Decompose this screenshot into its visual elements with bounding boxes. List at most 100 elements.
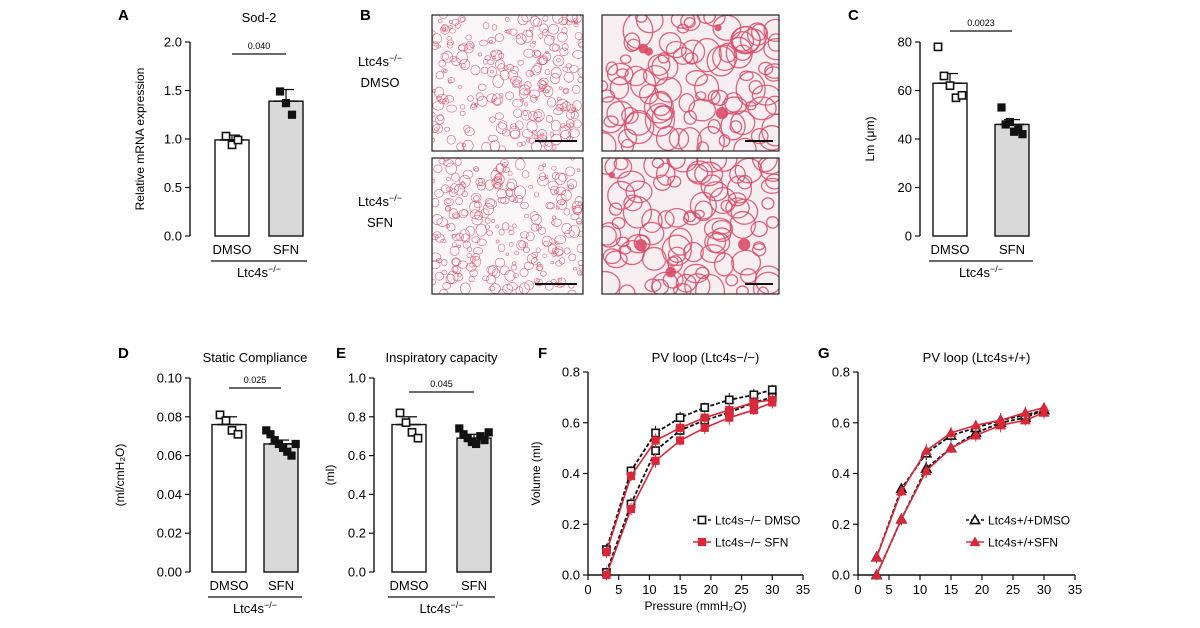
alveolus-outline (536, 263, 544, 272)
alveolus-outline (515, 33, 527, 45)
data-point (281, 99, 291, 108)
alveolus-outline (703, 15, 726, 27)
alveolus-outline (451, 265, 459, 274)
alveolus-outline (459, 182, 467, 190)
alveolus-outline (567, 185, 573, 191)
alveolus-outline (463, 124, 471, 133)
data-point (651, 456, 660, 465)
alveolus-outline (491, 93, 503, 106)
data-point (700, 423, 709, 432)
data-point (233, 135, 243, 145)
alveolus-outline (657, 210, 675, 229)
alveolus-outline (532, 18, 542, 27)
alveolus-outline (538, 80, 548, 90)
alveolus-outline (494, 175, 502, 183)
alveolus-outline (696, 141, 710, 151)
x-tick-label: 5 (885, 582, 892, 597)
alveolus-outline (520, 201, 529, 210)
alveolus-outline (457, 244, 461, 248)
alveolus-outline (723, 92, 743, 113)
alveolus-outline (550, 261, 555, 265)
alveolus-outline (566, 15, 578, 23)
alveolus-outline (620, 138, 635, 151)
data-point (957, 90, 967, 100)
alveolus-outline (689, 191, 717, 220)
alveolus-outline (649, 90, 673, 117)
alveolus-outline (566, 109, 575, 120)
alveolus-outline (452, 242, 457, 248)
alveolus-outline (512, 98, 524, 108)
alveolus-outline (486, 93, 497, 103)
alveolus-outline (507, 70, 519, 81)
alveolus-outline (572, 119, 582, 129)
alveolus-outline (533, 191, 540, 198)
alveolus-outline (529, 26, 535, 31)
bar-dmso (391, 423, 427, 573)
micrograph-low-mag (432, 15, 583, 151)
alveolus-outline (494, 182, 502, 190)
alveolus-outline (569, 65, 579, 73)
alveolus-outline (452, 265, 462, 274)
alveolus-outline (559, 102, 568, 112)
data-point (1014, 125, 1023, 134)
alveolus-outline (694, 91, 707, 101)
alveolus-outline (506, 282, 518, 291)
alveolus-outline (653, 174, 672, 191)
alveolus-outline (551, 220, 556, 225)
alveolus-outline (473, 195, 480, 202)
panel-f: 0.0 0.2 0.4 0.6 0.8 0 5 10 15 20 25 30 35 Ltc4s−/− DM… (529, 350, 810, 613)
alveolus-outline (524, 101, 528, 107)
alveolus-outline (521, 170, 530, 179)
y-tick-label: 0.2 (832, 517, 850, 532)
alveolus-outline (561, 27, 568, 35)
series-line (875, 409, 1045, 558)
alveolus-outline (504, 16, 510, 23)
alveolus-outline (547, 97, 557, 108)
alveolus-outline (542, 253, 548, 258)
alveolus-outline (735, 285, 749, 294)
alveolus-outline (465, 226, 476, 237)
alveolus-outline (529, 89, 541, 98)
y-tick-label: 0.6 (832, 415, 850, 430)
data-point (266, 430, 275, 439)
y-tick-label: 0.0 (348, 565, 366, 580)
alveolus-outline (486, 265, 496, 274)
alveolus-outline (703, 181, 729, 202)
alveolus-outline (725, 197, 750, 219)
legend-label: Ltc4s+/+SFN (988, 536, 1058, 550)
alveolus-outline (568, 183, 574, 190)
micrograph-background (432, 15, 583, 151)
alveolus-outline (758, 61, 774, 76)
alveolus-outline (557, 277, 562, 282)
alveolus-outline (437, 114, 444, 121)
bar-sfn (456, 437, 492, 573)
y-tick-label: 2.0 (164, 35, 182, 50)
y-tick-label: 0.8 (348, 409, 366, 424)
alveolus-outline (465, 262, 477, 272)
legend-label: Ltc4s−/− SFN (715, 536, 788, 550)
alveolus-outline (526, 138, 531, 143)
alveolus-outline (677, 127, 702, 151)
alveolus-outline (647, 54, 671, 76)
alveolus-outline (470, 65, 481, 76)
bar-sfn (994, 123, 1030, 237)
alveolus-outline (751, 242, 767, 257)
alveolus-outline (524, 214, 530, 219)
alveolus-outline (514, 120, 524, 131)
alveolus-outline (654, 76, 682, 103)
alveolus-outline (432, 178, 436, 183)
alveolus-outline (500, 159, 509, 167)
alveolus-outline (725, 274, 739, 287)
y-tick-label: 0.04 (157, 487, 182, 502)
alveolus-outline (617, 170, 646, 192)
alveolus-outline (484, 55, 492, 61)
alveolus-outline (520, 141, 526, 146)
alveolus-outline (603, 115, 619, 128)
alveolus-outline (495, 239, 500, 244)
alveolus-outline (498, 228, 505, 236)
alveolus-outline (721, 96, 748, 115)
alveolus-outline (451, 258, 462, 266)
alveolus-outline (495, 59, 505, 70)
y-tick-label: 0.6 (562, 415, 580, 430)
alveolus-outline (577, 67, 583, 78)
